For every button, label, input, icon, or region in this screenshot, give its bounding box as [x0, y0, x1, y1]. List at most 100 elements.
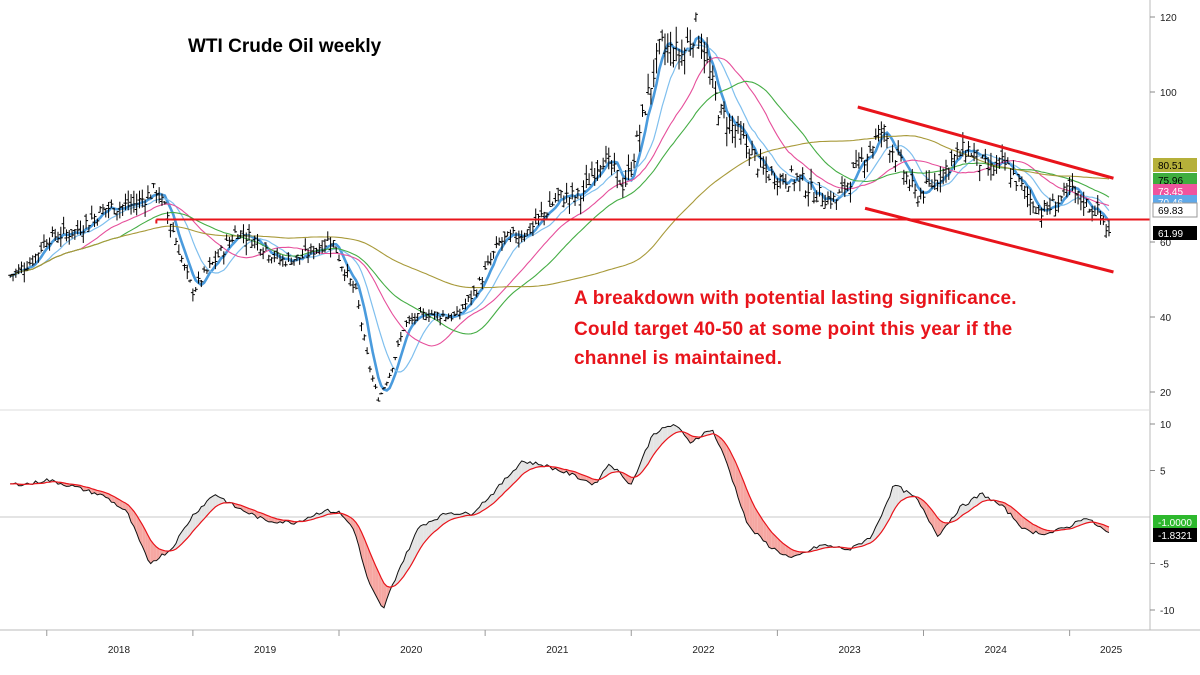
price-bar — [550, 201, 555, 207]
price-bar — [893, 160, 898, 173]
price-bar — [716, 115, 721, 126]
macd-histogram-segment — [364, 538, 368, 577]
price-badge-label: 80.51 — [1158, 161, 1183, 172]
price-bar — [154, 189, 159, 203]
macd-histogram-segment — [1044, 529, 1048, 535]
price-bar — [800, 167, 805, 181]
macd-histogram-segment — [122, 501, 126, 510]
price-bar — [457, 308, 462, 320]
macd-histogram-segment — [271, 517, 275, 523]
price-bar — [915, 196, 920, 207]
price-bar — [795, 172, 800, 181]
price-bar — [533, 208, 538, 225]
macd-histogram-segment — [650, 433, 654, 460]
macd-histogram-segment — [156, 546, 160, 561]
price-bar — [337, 254, 342, 262]
price-bar — [699, 33, 704, 59]
macd-histogram-segment — [757, 512, 761, 537]
price-bar — [210, 261, 215, 265]
annotation-line-2: Could target 40-50 at some point this ye… — [574, 319, 1013, 340]
macd-histogram-segment — [645, 446, 649, 468]
price-bar — [963, 150, 968, 163]
price-bar — [511, 226, 516, 234]
price-bar — [994, 155, 999, 174]
price-bar — [811, 192, 816, 204]
chart-title: WTI Crude Oil weekly — [188, 36, 382, 57]
price-bar — [131, 190, 136, 213]
price-bar — [752, 149, 757, 162]
price-bar — [1081, 191, 1086, 216]
macd-histogram-segment — [1013, 508, 1017, 522]
macd-histogram-segment — [204, 501, 207, 519]
price-bar — [707, 56, 712, 85]
price-bar — [1042, 200, 1047, 212]
price-bar — [84, 213, 89, 229]
price-bar — [637, 124, 642, 152]
price-bar — [474, 289, 479, 298]
price-bar — [269, 257, 274, 264]
price-bar — [559, 189, 564, 199]
macd-histogram-segment — [1075, 520, 1079, 528]
price-badge: 75.96 — [1153, 173, 1197, 187]
price-bar — [528, 223, 533, 235]
macd-histogram-segment — [718, 436, 722, 449]
price-bar — [429, 309, 434, 315]
price-bar — [570, 182, 575, 200]
price-bar — [196, 271, 201, 284]
macd-histogram-segment — [783, 543, 786, 555]
price-bar — [463, 298, 468, 310]
macd-histogram-segment — [426, 521, 429, 541]
price-bar — [100, 203, 105, 215]
macd-histogram-segment — [479, 502, 483, 513]
price-bar — [162, 201, 167, 205]
price-bar — [1047, 197, 1052, 215]
price-bar — [75, 220, 80, 235]
price-bar — [769, 165, 774, 176]
macd-histogram-segment — [591, 478, 595, 485]
price-bar — [702, 41, 707, 74]
macd-histogram-segment — [577, 473, 581, 480]
price-bar — [1017, 174, 1022, 182]
price-bar — [949, 150, 954, 167]
macd-histogram-segment — [510, 470, 514, 487]
price-bar — [247, 224, 252, 241]
price-bar — [530, 221, 535, 237]
price-bar — [1002, 152, 1007, 171]
value-badges: 80.5175.9673.4570.4669.8361.99-1.0000-1.… — [1152, 158, 1198, 542]
macd-histogram-segment — [1038, 527, 1042, 535]
price-bar — [1025, 186, 1030, 208]
macd-histogram-segment — [752, 501, 755, 534]
price-bar — [331, 239, 336, 248]
macd-histogram-segment — [605, 464, 609, 477]
macd-histogram-segment — [187, 520, 191, 539]
macd-histogram-segment — [662, 427, 665, 444]
year-label: 2025 — [1100, 645, 1123, 656]
price-bar — [733, 124, 738, 148]
price-bar — [311, 245, 316, 260]
price-bar — [778, 173, 783, 189]
price-bar — [432, 311, 437, 320]
year-label: 2022 — [692, 645, 715, 656]
price-bar — [640, 104, 645, 117]
macd-histogram-segment — [434, 519, 438, 532]
macd-histogram-segment — [895, 485, 899, 508]
macd-histogram-segment — [159, 548, 162, 559]
macd-histogram-segment — [254, 510, 258, 519]
price-bar — [781, 173, 786, 185]
price-bar — [539, 201, 544, 218]
macd-histogram-segment — [667, 426, 671, 439]
macd-histogram-segment — [209, 496, 213, 513]
price-bar — [263, 242, 268, 251]
price-bar — [362, 334, 367, 341]
price-bar — [92, 213, 97, 228]
price-bar — [22, 262, 27, 283]
price-bar — [840, 176, 845, 194]
price-bar — [997, 157, 1002, 169]
macd-histogram-segment — [153, 543, 157, 561]
macd-histogram-segment — [653, 433, 657, 455]
price-bar — [185, 264, 190, 280]
price-bar — [679, 39, 684, 66]
macd-histogram-segment — [198, 506, 202, 526]
price-bar — [81, 225, 86, 243]
price-bar — [901, 169, 906, 185]
